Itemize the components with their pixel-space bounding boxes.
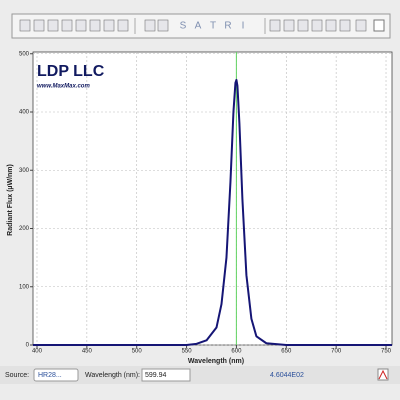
x-axis-label: Wavelength (nm) bbox=[188, 358, 244, 365]
wavelength-input[interactable] bbox=[141, 368, 191, 382]
readout: 4.6044E02 bbox=[270, 372, 304, 379]
y-tick-label: 500 bbox=[19, 51, 30, 57]
y-tick-label: 100 bbox=[19, 284, 30, 290]
logo-title: LDP LLC bbox=[37, 63, 105, 80]
x-tick-label: 700 bbox=[331, 349, 342, 355]
toolbar-button[interactable] bbox=[297, 19, 309, 32]
y-tick-label: 300 bbox=[19, 168, 30, 174]
toolbar-button[interactable] bbox=[117, 19, 129, 32]
toolbar-letter[interactable]: S bbox=[180, 21, 187, 32]
peak-icon bbox=[378, 369, 388, 380]
logo-url: www.MaxMax.com bbox=[37, 84, 90, 90]
toolbar-button[interactable] bbox=[33, 19, 45, 32]
wavelength-label: Wavelength (nm): bbox=[85, 372, 140, 379]
toolbar-button[interactable] bbox=[47, 19, 59, 32]
toolbar-letter[interactable]: R bbox=[224, 21, 231, 32]
x-tick-label: 500 bbox=[132, 349, 143, 355]
spectrum-line bbox=[33, 78, 392, 346]
toolbar-button[interactable] bbox=[311, 19, 323, 32]
y-tick-label: 400 bbox=[19, 110, 30, 116]
x-tick-label: 750 bbox=[381, 349, 392, 355]
x-tick-label: 650 bbox=[281, 349, 292, 355]
plot-area bbox=[32, 51, 393, 346]
toolbar-button[interactable] bbox=[355, 19, 367, 32]
y-tick-label: 0 bbox=[26, 343, 30, 349]
status-bar bbox=[0, 366, 400, 384]
toolbar-letter[interactable]: A bbox=[195, 21, 202, 32]
y-axis-label: Radiant Flux (µW/nm) bbox=[7, 164, 14, 236]
dropdown-button[interactable] bbox=[373, 19, 385, 32]
toolbar-button[interactable] bbox=[144, 19, 156, 32]
plot: 0 100 200 300 400 500 400 450 500 550 600 650 700 750 bbox=[19, 51, 392, 355]
toolbar-button[interactable] bbox=[103, 19, 115, 32]
source-select[interactable] bbox=[33, 368, 79, 382]
toolbar-button[interactable] bbox=[339, 19, 351, 32]
toolbar-button[interactable] bbox=[19, 19, 31, 32]
toolbar-button[interactable] bbox=[61, 19, 73, 32]
toolbar-button[interactable] bbox=[283, 19, 295, 32]
toolbar-button[interactable] bbox=[89, 19, 101, 32]
toolbar-letter[interactable]: I bbox=[242, 21, 245, 32]
wavelength-value[interactable]: 599.94 bbox=[145, 372, 167, 379]
x-tick-label: 600 bbox=[231, 349, 242, 355]
toolbar-letter[interactable]: T bbox=[210, 21, 216, 32]
toolbar-button[interactable] bbox=[325, 19, 337, 32]
source-label: Source: bbox=[5, 372, 29, 379]
toolbar-button[interactable] bbox=[157, 19, 169, 32]
y-tick-label: 200 bbox=[19, 226, 30, 232]
x-tick-label: 550 bbox=[182, 349, 193, 355]
toolbar-button[interactable] bbox=[269, 19, 281, 32]
peak-button[interactable] bbox=[377, 368, 389, 381]
x-tick-label: 400 bbox=[32, 349, 43, 355]
source-value[interactable]: HR28... bbox=[38, 372, 62, 379]
x-tick-label: 450 bbox=[82, 349, 93, 355]
toolbar-button[interactable] bbox=[75, 19, 87, 32]
